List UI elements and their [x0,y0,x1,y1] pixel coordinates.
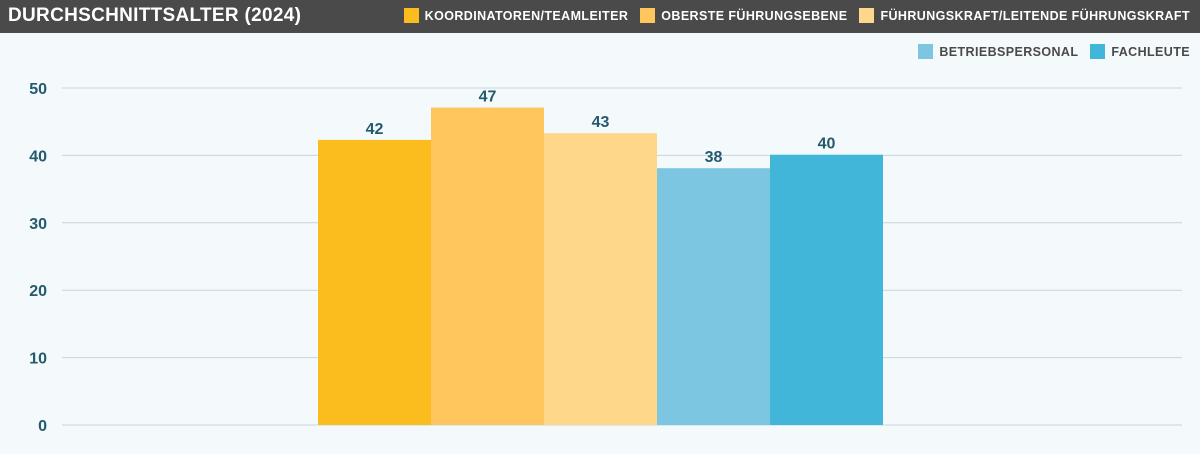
chart-header: DURCHSCHNITTSALTER (2024) KOORDINATOREN/… [0,0,1200,33]
y-tick-label: 40 [29,148,47,165]
data-label: 40 [818,136,836,153]
data-label: 47 [479,89,497,106]
bar [318,139,431,425]
legend-item-fachleute: FACHLEUTE [1090,44,1190,59]
legend-top-row: KOORDINATOREN/TEAMLEITER OBERSTE FÜHRUNG… [392,8,1190,23]
legend-label: BETRIEBSPERSONAL [939,44,1079,59]
legend-swatch [403,8,419,23]
legend-label: FACHLEUTE [1111,44,1190,59]
y-axis: 0 10 20 30 40 50 [29,81,47,435]
legend-label: KOORDINATOREN/TEAMLEITER [424,8,629,23]
legend-bottom-row: BETRIEBSPERSONAL FACHLEUTE [906,44,1190,59]
y-tick-label: 20 [29,283,47,300]
bar [544,133,657,425]
legend-item-oberste-fuehrungsebene: OBERSTE FÜHRUNGSEBENE [640,8,847,23]
bar [770,154,883,425]
bar [657,168,770,425]
y-tick-label: 0 [38,418,47,435]
legend-swatch [1090,44,1106,59]
legend-swatch [640,8,656,23]
data-label: 38 [705,149,723,166]
data-label: 42 [366,121,384,138]
legend-swatch [918,44,934,59]
chart-title: DURCHSCHNITTSALTER (2024) [8,5,302,26]
data-label: 43 [592,114,610,131]
bars [318,107,883,426]
legend-label: OBERSTE FÜHRUNGSEBENE [661,8,848,23]
y-tick-label: 30 [29,216,47,233]
legend-item-fuehrungskraft: FÜHRUNGSKRAFT/LEITENDE FÜHRUNGSKRAFT [859,8,1190,23]
legend-item-koordinatoren: KOORDINATOREN/TEAMLEITER [403,8,629,23]
legend-swatch [859,8,875,23]
legend-label: FÜHRUNGSKRAFT/LEITENDE FÜHRUNGSKRAFT [880,8,1190,23]
y-tick-label: 10 [29,351,47,368]
value-labels: 42 47 43 38 40 [366,89,836,167]
bar [431,107,544,426]
y-tick-label: 50 [29,81,47,98]
legend-item-betriebspersonal: BETRIEBSPERSONAL [918,44,1078,59]
